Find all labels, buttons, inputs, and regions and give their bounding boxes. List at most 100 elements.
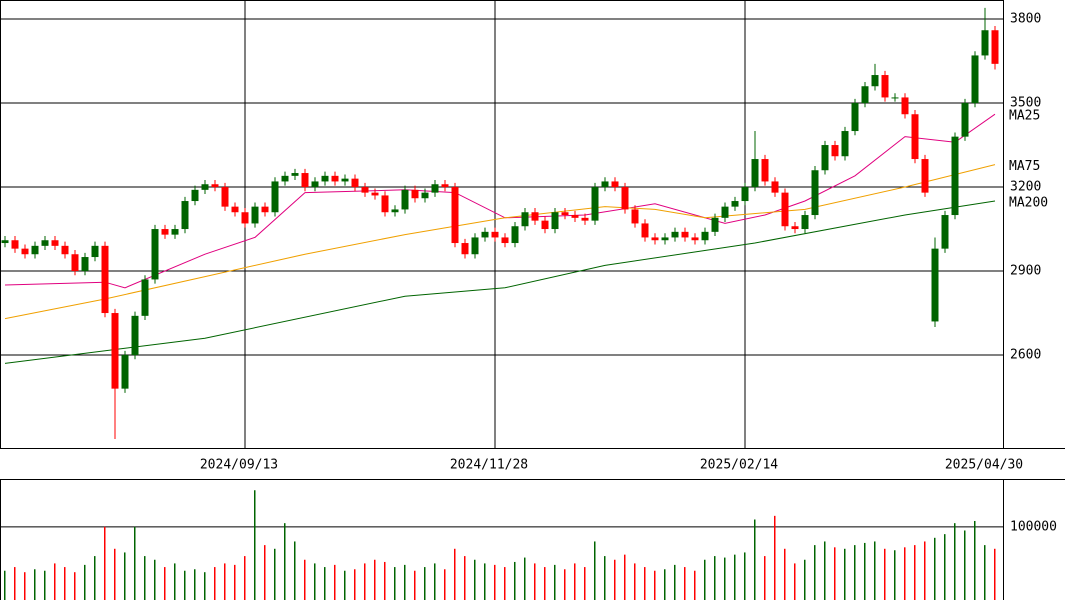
volume-bar: [584, 567, 586, 600]
volume-bar: [814, 545, 816, 600]
candle-body: [601, 181, 609, 188]
candle-body: [221, 187, 229, 207]
candle-body: [961, 103, 969, 137]
candle-body: [381, 195, 389, 213]
candle-body: [901, 97, 909, 115]
candle-body: [161, 229, 169, 235]
x-tick-label: 2024/09/13: [200, 458, 278, 473]
volume-bar: [404, 564, 406, 600]
volume-bar: [114, 548, 116, 600]
volume-bar: [234, 564, 236, 600]
candle-body: [561, 212, 569, 216]
candle-body: [981, 30, 989, 56]
volume-bar: [574, 563, 576, 600]
volume-bar: [944, 534, 946, 600]
volume-bar: [284, 523, 286, 600]
volume-bar: [974, 520, 976, 600]
candle-body: [261, 206, 269, 213]
volume-bar: [44, 570, 46, 600]
volume-bar: [674, 564, 676, 600]
candle-body: [61, 245, 69, 255]
volume-bar: [314, 563, 316, 600]
candle-body: [91, 245, 99, 258]
candle-body: [31, 245, 39, 255]
candle-body: [451, 187, 459, 244]
volume-bar: [794, 563, 796, 600]
candle-body: [801, 215, 809, 230]
volume-bar: [74, 572, 76, 600]
volume-bar: [724, 557, 726, 600]
x-tick-label: 2025/04/30: [945, 458, 1023, 473]
volume-bar: [954, 523, 956, 600]
x-tick-label: 2025/02/14: [700, 458, 778, 473]
volume-bar: [734, 554, 736, 600]
candle-body: [551, 212, 559, 230]
candle-body: [951, 136, 959, 216]
candle-body: [481, 231, 489, 238]
candle-body: [871, 75, 879, 87]
candle-body: [241, 212, 249, 224]
volume-bar: [34, 569, 36, 600]
candle-body: [371, 192, 379, 196]
candle-body: [391, 209, 399, 213]
volume-bar: [344, 570, 346, 600]
candle-body: [131, 315, 139, 356]
candle-body: [181, 201, 189, 230]
candle-body: [411, 189, 419, 199]
candle-body: [811, 170, 819, 216]
volume-bar: [594, 541, 596, 600]
volume-bar: [144, 556, 146, 600]
volume-bar: [924, 541, 926, 600]
candle-body: [751, 159, 759, 188]
volume-bar: [984, 545, 986, 600]
ma-line: [4, 113, 996, 289]
volume-bar: [204, 572, 206, 600]
candle-body: [501, 237, 509, 244]
candle-body: [1, 240, 9, 244]
volume-bar: [254, 490, 256, 600]
candle-body: [281, 175, 289, 182]
volume-bar: [364, 563, 366, 600]
candle-body: [661, 237, 669, 241]
volume-bar: [244, 556, 246, 600]
volume-bar: [914, 545, 916, 600]
volume-bar: [664, 569, 666, 600]
volume-bar: [424, 567, 426, 600]
volume-bar: [64, 567, 66, 600]
candle-body: [331, 175, 339, 182]
candle-body: [361, 187, 369, 193]
candle-body: [111, 313, 119, 389]
candle-body: [641, 223, 649, 238]
volume-bar: [194, 569, 196, 600]
candle-body: [51, 240, 59, 246]
volume-bar: [994, 548, 996, 600]
y-tick-label: 100000: [1010, 519, 1057, 534]
candle-body: [771, 181, 779, 193]
candle-body: [271, 181, 279, 213]
candle-body: [781, 192, 789, 227]
candle-body: [141, 279, 149, 316]
volume-bar: [684, 567, 686, 600]
volume-bar: [714, 556, 716, 600]
volume-bar: [414, 570, 416, 600]
candle-body: [931, 248, 939, 322]
volume-bar: [94, 556, 96, 600]
volume-bar: [934, 537, 936, 600]
volume-bar: [4, 570, 6, 600]
candle-body: [821, 145, 829, 171]
volume-bar: [274, 548, 276, 600]
candle-body: [831, 145, 839, 157]
volume-bar: [184, 570, 186, 600]
volume-bar: [874, 541, 876, 600]
volume-bar: [784, 548, 786, 600]
candle-body: [761, 159, 769, 182]
volume-bar: [544, 567, 546, 600]
candle-body: [741, 187, 749, 202]
volume-bar: [774, 515, 776, 600]
candle-body: [311, 181, 319, 188]
volume-bar: [174, 563, 176, 600]
volume-bar: [24, 572, 26, 600]
volume-bar: [54, 563, 56, 600]
volume-bar: [564, 569, 566, 600]
